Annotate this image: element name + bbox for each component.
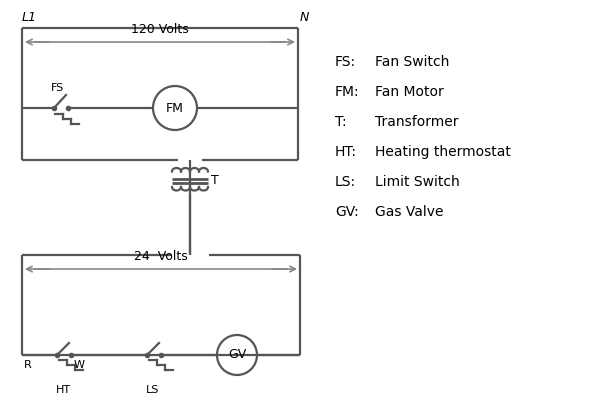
- Text: Transformer: Transformer: [375, 115, 458, 129]
- Text: T:: T:: [335, 115, 347, 129]
- Text: N: N: [300, 11, 309, 24]
- Text: HT: HT: [55, 385, 71, 395]
- Text: T: T: [211, 174, 219, 188]
- Text: 120 Volts: 120 Volts: [131, 23, 189, 36]
- Text: Gas Valve: Gas Valve: [375, 205, 444, 219]
- Text: FS:: FS:: [335, 55, 356, 69]
- Text: Limit Switch: Limit Switch: [375, 175, 460, 189]
- Text: GV:: GV:: [335, 205, 359, 219]
- Text: FM: FM: [166, 102, 184, 114]
- Text: Heating thermostat: Heating thermostat: [375, 145, 511, 159]
- Text: W: W: [74, 360, 85, 370]
- Text: 24  Volts: 24 Volts: [134, 250, 188, 263]
- Text: L1: L1: [22, 11, 37, 24]
- Text: R: R: [24, 360, 32, 370]
- Text: Fan Switch: Fan Switch: [375, 55, 450, 69]
- Text: LS:: LS:: [335, 175, 356, 189]
- Text: LS: LS: [146, 385, 160, 395]
- Text: FS: FS: [51, 83, 65, 93]
- Text: Fan Motor: Fan Motor: [375, 85, 444, 99]
- Text: FM:: FM:: [335, 85, 360, 99]
- Text: GV: GV: [228, 348, 246, 362]
- Text: HT:: HT:: [335, 145, 357, 159]
